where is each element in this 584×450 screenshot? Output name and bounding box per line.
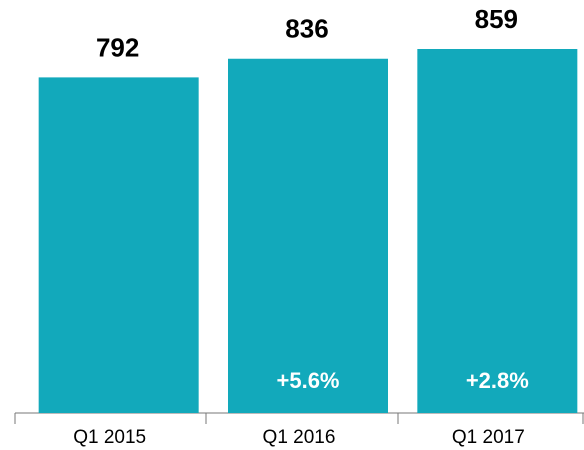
- x-tick-label: Q1 2015: [73, 427, 146, 448]
- value-label: 859: [475, 4, 518, 34]
- change-label: +2.8%: [466, 368, 529, 393]
- bar: [228, 58, 388, 413]
- bar: [417, 49, 578, 413]
- value-label: 792: [96, 32, 139, 62]
- bar: [38, 77, 199, 414]
- x-tick-label: Q1 2016: [263, 427, 336, 448]
- value-label: 836: [285, 14, 328, 44]
- x-tick-label: Q1 2017: [452, 427, 525, 448]
- change-label: +5.6%: [277, 368, 340, 393]
